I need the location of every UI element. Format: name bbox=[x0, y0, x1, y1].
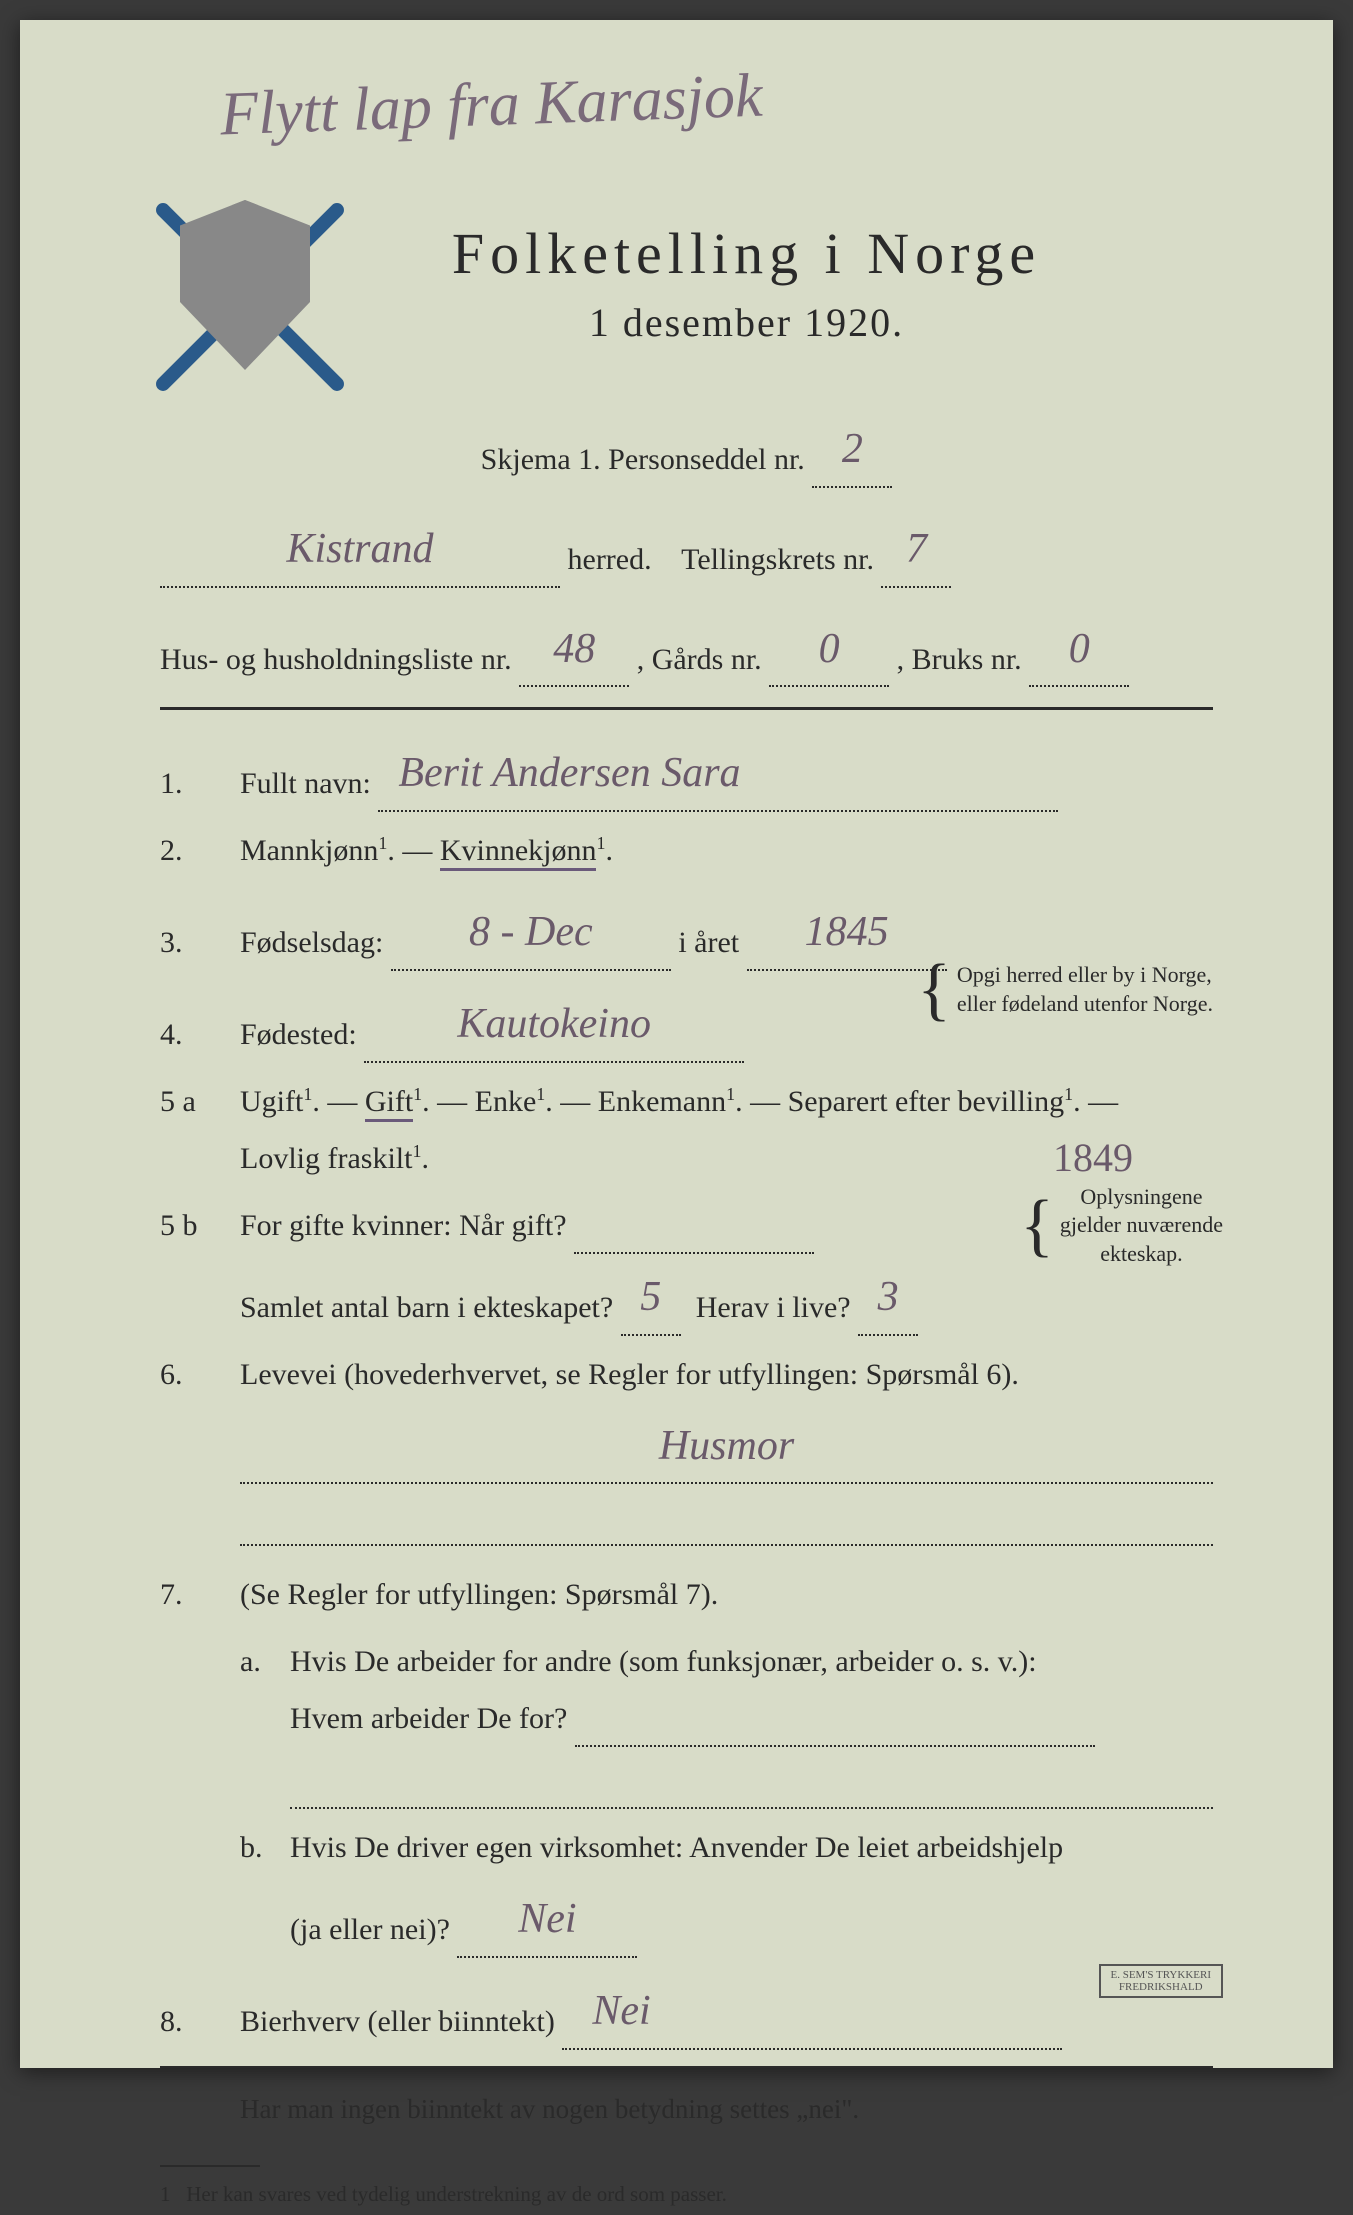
q1: 1. Fullt navn: Berit Andersen Sara bbox=[160, 730, 1213, 812]
husliste-label: Hus- og husholdningsliste nr. bbox=[160, 642, 512, 675]
q7b-value: Nei bbox=[518, 1896, 576, 1942]
q5b-val3: 3 bbox=[878, 1274, 899, 1320]
q6: 6. Levevei (hovederhvervet, se Regler fo… bbox=[160, 1346, 1213, 1547]
census-form-page: Flytt lap fra Karasjok Folketelling i No… bbox=[20, 20, 1333, 2068]
q5a: 5 a Ugift1. — Gift1. — Enke1. — Enkemann… bbox=[160, 1073, 1213, 1187]
husliste-nr: 48 bbox=[553, 626, 595, 672]
q2-male: Mannkjønn bbox=[240, 834, 378, 867]
q3-year: 1845 bbox=[805, 909, 889, 955]
skjema-label: Skjema 1. Personseddel nr. bbox=[481, 443, 805, 476]
q1-num: 1. bbox=[160, 755, 240, 812]
tellingskrets-label: Tellingskrets nr. bbox=[681, 543, 874, 576]
q4-label: Fødested: bbox=[240, 1018, 357, 1051]
divider-bottom bbox=[160, 2066, 1213, 2068]
herred-row: Kistrand herred. Tellingskrets nr. 7 bbox=[160, 506, 1213, 588]
q5b-num: 5 b bbox=[160, 1197, 240, 1254]
footnote-block: 1 Her kan svares ved tydelig understrekn… bbox=[160, 2165, 1213, 2215]
q4-value: Kautokeino bbox=[457, 1001, 651, 1047]
q7a-line2: Hvem arbeider De for? bbox=[290, 1702, 567, 1735]
q3-daymonth: 8 - Dec bbox=[469, 909, 593, 955]
gards-nr: 0 bbox=[819, 626, 840, 672]
form-body: Skjema 1. Personseddel nr. 2 Kistrand he… bbox=[160, 406, 1213, 2215]
divider-top bbox=[160, 707, 1213, 710]
footer-note-row: Har man ingen biinntekt av nogen betydni… bbox=[160, 2084, 1213, 2135]
q8-label: Bierhverv (eller biinntekt) bbox=[240, 2005, 555, 2038]
q7b: b. Hvis De driver egen virksomhet: Anven… bbox=[160, 1819, 1213, 1958]
q5a-separert: Separert efter bevilling bbox=[788, 1085, 1065, 1118]
herred-value: Kistrand bbox=[286, 526, 433, 572]
printer-stamp: E. SEM'S TRYKKERI FREDRIKSHALD bbox=[1099, 1964, 1224, 1998]
q5b-label2: Samlet antal barn i ekteskapet? bbox=[240, 1291, 613, 1324]
q5b-label1: For gifte kvinner: Når gift? bbox=[240, 1209, 567, 1242]
q7: 7. (Se Regler for utfyllingen: Spørsmål … bbox=[160, 1566, 1213, 1623]
main-title: Folketelling i Norge bbox=[280, 220, 1213, 287]
herred-label: herred. bbox=[568, 543, 652, 576]
q8-value: Nei bbox=[592, 1988, 650, 2034]
q7b-line2: (ja eller nei)? bbox=[290, 1913, 450, 1946]
q2-num: 2. bbox=[160, 822, 240, 879]
q5a-fraskilt: Lovlig fraskilt bbox=[240, 1142, 412, 1175]
bruks-label: , Bruks nr. bbox=[897, 642, 1022, 675]
q6-num: 6. bbox=[160, 1346, 240, 1403]
subtitle-date: 1 desember 1920. bbox=[280, 299, 1213, 346]
q3-num: 3. bbox=[160, 914, 240, 971]
q5a-enkemann: Enkemann bbox=[598, 1085, 726, 1118]
q8-num: 8. bbox=[160, 1993, 240, 2050]
form-title-block: Folketelling i Norge 1 desember 1920. bbox=[280, 220, 1213, 346]
q4-num: 4. bbox=[160, 1006, 240, 1063]
q7-num: 7. bbox=[160, 1566, 240, 1623]
q7b-line1: Hvis De driver egen virksomhet: Anvender… bbox=[290, 1831, 1063, 1864]
q5b-label3: Herav i live? bbox=[696, 1291, 851, 1324]
skjema-row: Skjema 1. Personseddel nr. 2 bbox=[160, 406, 1213, 488]
q2: 2. Mannkjønn1. — Kvinnekjønn1. bbox=[160, 822, 1213, 879]
q5b: 5 b For gifte kvinner: Når gift? Samlet … bbox=[160, 1197, 1213, 1336]
skjema-nr: 2 bbox=[842, 426, 863, 472]
q8: 8. Bierhverv (eller biinntekt) Nei bbox=[160, 1968, 1213, 2050]
q4-note: { Opgi herred eller by i Norge, eller fø… bbox=[917, 961, 1213, 1018]
q3-yearlabel: i året bbox=[678, 926, 739, 959]
q1-label: Fullt navn: bbox=[240, 767, 371, 800]
husliste-row: Hus- og husholdningsliste nr. 48 , Gårds… bbox=[160, 606, 1213, 688]
top-handwritten-note: Flytt lap fra Karasjok bbox=[219, 61, 764, 151]
q7a-num: a. bbox=[240, 1633, 290, 1690]
q7-label: (Se Regler for utfyllingen: Spørsmål 7). bbox=[240, 1578, 718, 1611]
tellingskrets-nr: 7 bbox=[906, 526, 927, 572]
q6-value: Husmor bbox=[659, 1423, 794, 1469]
q3-label: Fødselsdag: bbox=[240, 926, 383, 959]
q5b-val2: 5 bbox=[640, 1274, 661, 1320]
footnote-marker: 1 bbox=[160, 2182, 171, 2206]
q7a-line1: Hvis De arbeider for andre (som funksjon… bbox=[290, 1645, 1037, 1678]
q7b-num: b. bbox=[240, 1819, 290, 1876]
q5a-ugift: Ugift bbox=[240, 1085, 303, 1118]
q5a-num: 5 a bbox=[160, 1073, 240, 1130]
q5a-gift: Gift bbox=[365, 1085, 413, 1122]
q5b-note: { Oplysningene gjelder nuværende ekteska… bbox=[1020, 1183, 1223, 1269]
bruks-nr: 0 bbox=[1069, 626, 1090, 672]
footer-note: Har man ingen biinntekt av nogen betydni… bbox=[240, 2094, 859, 2124]
q3: 3. Fødselsdag: 8 - Dec i året 1845 bbox=[160, 889, 1213, 971]
q1-value: Berit Andersen Sara bbox=[398, 750, 740, 796]
q4: 4. Fødested: Kautokeino { Opgi herred el… bbox=[160, 981, 1213, 1063]
q2-female: Kvinnekjønn bbox=[440, 834, 597, 871]
gards-label: , Gårds nr. bbox=[637, 642, 762, 675]
coat-of-arms bbox=[180, 200, 350, 420]
q6-label: Levevei (hovederhvervet, se Regler for u… bbox=[240, 1358, 1019, 1391]
q5a-enke: Enke bbox=[475, 1085, 537, 1118]
footnote-text: Her kan svares ved tydelig understreknin… bbox=[186, 2182, 727, 2206]
q7a: a. Hvis De arbeider for andre (som funks… bbox=[160, 1633, 1213, 1809]
